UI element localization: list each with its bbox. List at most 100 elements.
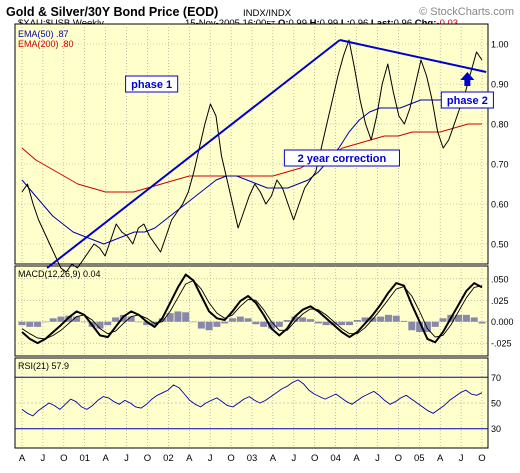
macd-histogram-bar — [221, 321, 229, 324]
ema200-legend-value: .80 — [61, 39, 74, 49]
macd-histogram-bar — [252, 321, 260, 325]
exchange-label: INDX/INDX — [243, 8, 292, 19]
macd-histogram-bar — [478, 321, 486, 324]
macd-legend-name: MACD(12,26,9) — [18, 269, 81, 279]
x-tick-label: A — [270, 453, 277, 464]
annotation-box — [283, 149, 400, 167]
watermark: © StockCharts.com — [419, 6, 514, 18]
trendline — [46, 39, 341, 269]
ema200-legend-name: EMA(200) — [18, 39, 59, 49]
macd-histogram-bar — [306, 319, 314, 322]
macd-histogram-bar — [462, 314, 470, 322]
price-y-tick-label: 0.50 — [491, 240, 509, 250]
price-y-tick-label: 0.80 — [491, 120, 509, 130]
rsi-y-tick-label: 30 — [491, 424, 501, 434]
x-tick-label: O — [311, 453, 318, 464]
x-tick-label: A — [186, 453, 193, 464]
macd-histogram-bar — [26, 321, 34, 327]
macd-histogram-bar — [80, 321, 88, 323]
macd-histogram-bar — [322, 321, 330, 326]
rsi-y-tick-label: 70 — [491, 373, 501, 383]
macd-histogram-bar — [236, 316, 244, 322]
trendline — [339, 39, 487, 73]
macd-histogram-bar — [197, 321, 205, 329]
macd-histogram-bar — [213, 321, 221, 327]
x-tick-label: J — [375, 453, 380, 464]
x-tick-label: O — [478, 453, 485, 464]
x-tick-label: 04 — [330, 453, 341, 464]
macd-line — [21, 273, 483, 345]
annotation-label: phase 2 — [447, 95, 488, 107]
annotation-label: 2 year correction — [298, 153, 387, 165]
x-tick-label: J — [459, 453, 464, 464]
price-y-tick-label: 0.60 — [491, 200, 509, 210]
macd-histogram-bar — [431, 321, 439, 327]
x-tick-label: O — [227, 453, 234, 464]
grid-layer — [15, 24, 488, 448]
axis-layer: A J O 01 A J O 02 A J O 03 A J O 04 A J O 05 A J O 1.00 0.90 0.80… — [19, 40, 514, 465]
ema200-line — [21, 123, 482, 193]
macd-histogram-bar — [392, 315, 400, 322]
macd-histogram-bar — [275, 321, 283, 327]
macd-histogram-bar — [174, 311, 182, 322]
x-tick-label: 03 — [247, 453, 258, 464]
macd-histogram-bar — [158, 318, 166, 322]
macd-histogram-bar — [135, 321, 143, 323]
x-tick-label: 05 — [414, 453, 425, 464]
price-panel — [14, 23, 489, 265]
price-y-tick-label: 0.90 — [491, 80, 509, 90]
macd-histogram-bar — [182, 312, 190, 322]
macd-histogram-bar — [49, 318, 57, 322]
macd-histogram-bar — [34, 321, 42, 327]
macd-histogram-bar — [400, 320, 408, 322]
x-tick-label: J — [41, 453, 46, 464]
macd-histogram-bar — [229, 318, 237, 322]
macd-histogram-bar — [41, 321, 49, 323]
macd-histogram-bar — [73, 316, 81, 322]
macd-histogram-bar — [345, 321, 353, 326]
macd-histogram-bar — [143, 321, 151, 326]
macd-histogram-bar — [423, 321, 431, 332]
macd-legend: MACD(12,26,9) 0.04 — [18, 269, 101, 279]
x-tick-label: O — [60, 453, 67, 464]
macd-histogram-bar — [299, 317, 307, 322]
rsi-line — [21, 379, 483, 417]
x-tick-label: J — [124, 453, 129, 464]
x-tick-label: A — [19, 453, 26, 464]
x-tick-label: A — [437, 453, 444, 464]
macd-histogram-bar — [416, 321, 424, 332]
ema50-legend-name: EMA(50) — [18, 29, 54, 39]
macd-y-tick-label: .050 — [491, 274, 509, 284]
price-line — [21, 39, 483, 273]
macd-y-tick-label: -.025 — [491, 339, 512, 349]
macd-histogram-bar — [338, 321, 346, 326]
macd-histogram-bar — [96, 321, 104, 329]
annotation-layer: phase 1 2 year correction phase 2 — [125, 72, 494, 167]
x-tick-label: O — [395, 453, 402, 464]
annotation-box — [125, 75, 179, 93]
macd-legend-value: 0.04 — [83, 269, 101, 279]
x-tick-label: J — [291, 453, 296, 464]
series-layer — [18, 39, 487, 417]
macd-panel — [14, 265, 489, 357]
macd-histogram-bar — [127, 316, 135, 322]
macd-y-tick-label: .025 — [491, 296, 509, 306]
macd-histogram-bar — [377, 316, 385, 322]
macd-histogram-bar — [283, 320, 291, 322]
macd-histogram-bar — [112, 317, 120, 322]
macd-histogram-bar — [439, 318, 447, 322]
arrow-up-icon — [460, 72, 475, 86]
macd-histogram-bar — [267, 321, 275, 329]
ema50-line — [21, 95, 482, 245]
x-tick-label: 01 — [79, 453, 90, 464]
chart-title: Gold & Silver/30Y Bond Price (EOD) — [6, 5, 218, 19]
macd-histogram-bar — [260, 321, 268, 327]
rsi-y-tick-label: 50 — [491, 399, 501, 409]
macd-histogram-bar — [104, 321, 112, 326]
macd-histogram-bar — [166, 313, 174, 322]
macd-histogram-bar — [57, 316, 65, 322]
ema50-legend-value: .87 — [56, 29, 69, 39]
rsi-legend-name: RSI(21) — [18, 361, 49, 371]
ema50-legend: EMA(50) .87 — [18, 29, 69, 39]
